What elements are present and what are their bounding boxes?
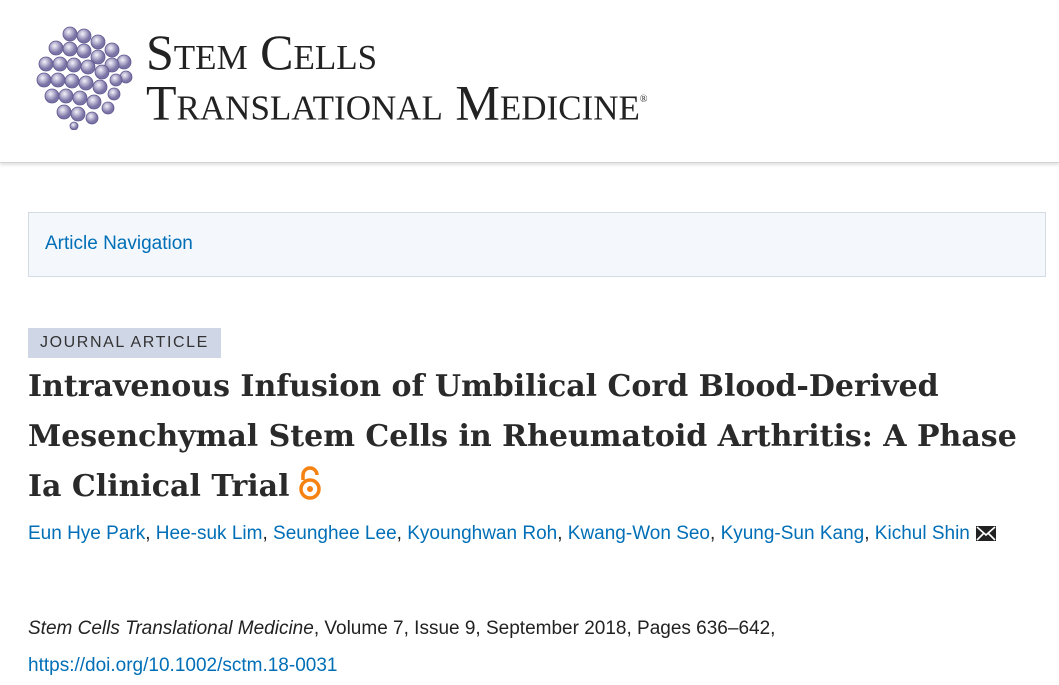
author-link[interactable]: Seunghee Lee xyxy=(273,523,397,544)
author-separator: , xyxy=(864,523,875,544)
journal-logo-cells-image[interactable] xyxy=(30,22,138,130)
envelope-icon[interactable] xyxy=(975,526,996,541)
doi-link[interactable]: https://doi.org/10.1002/sctm.18-0031 xyxy=(28,655,338,676)
author-link[interactable]: Kichul Shin xyxy=(874,523,970,544)
author-link[interactable]: Kwang-Won Seo xyxy=(567,523,710,544)
author-separator: , xyxy=(145,523,156,544)
journal-logo-text[interactable]: Stem Cells Translational Medicine® xyxy=(146,24,648,128)
logo-line-1: Stem Cells xyxy=(146,24,378,80)
author-link[interactable]: Kyounghwan Roh xyxy=(407,523,558,544)
citation: Stem Cells Translational Medicine, Volum… xyxy=(28,610,775,684)
logo-line-2: Translational Medicine® xyxy=(146,76,648,128)
author-separator: , xyxy=(557,523,568,544)
author-separator: , xyxy=(396,523,408,544)
author-link[interactable]: Eun Hye Park xyxy=(28,523,146,544)
citation-journal: Stem Cells Translational Medicine xyxy=(28,618,314,639)
author-link[interactable]: Hee-suk Lim xyxy=(155,523,263,544)
article-navigation-toggle[interactable]: Article Navigation xyxy=(45,233,193,254)
article-type-badge: JOURNAL ARTICLE xyxy=(28,328,221,358)
author-separator: , xyxy=(710,523,721,544)
article-title: Intravenous Infusion of Umbilical Cord B… xyxy=(28,362,1043,512)
author-link[interactable]: Kyung-Sun Kang xyxy=(720,523,865,544)
citation-line: Stem Cells Translational Medicine, Volum… xyxy=(28,610,775,647)
site-header: Stem Cells Translational Medicine® xyxy=(0,0,1059,163)
registered-mark: ® xyxy=(639,94,648,105)
article-title-text: Intravenous Infusion of Umbilical Cord B… xyxy=(28,369,1017,504)
open-access-lock-icon xyxy=(298,466,321,500)
author-separator: , xyxy=(262,523,274,544)
article-navigation-panel: Article Navigation xyxy=(28,212,1046,277)
citation-details: , Volume 7, Issue 9, September 2018, Pag… xyxy=(313,618,776,639)
author-list: Eun Hye Park, Hee-suk Lim, Seunghee Lee,… xyxy=(28,515,1053,553)
logo-line-2-text: Translational Medicine xyxy=(146,74,640,131)
